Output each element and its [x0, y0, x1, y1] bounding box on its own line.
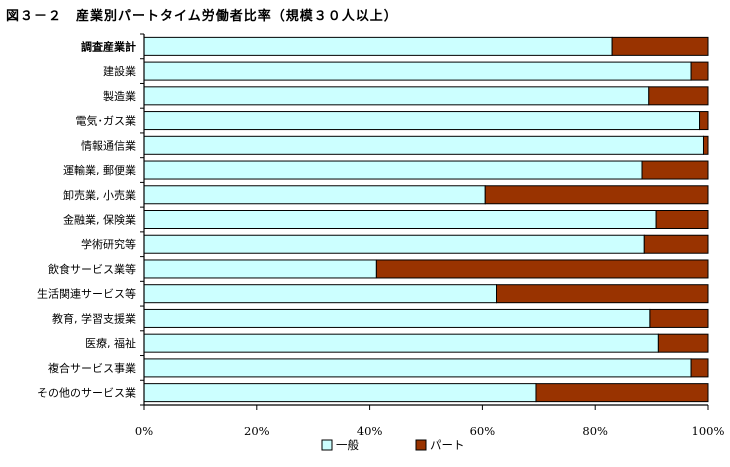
bar-ippan-9: [143, 259, 377, 279]
bar-ippan-10: [143, 284, 497, 304]
category-label: 情報通信業: [81, 139, 136, 152]
bar-part-1: [690, 61, 709, 81]
category-label: 飲食サービス業等: [48, 262, 136, 276]
bar-part-14: [535, 383, 709, 403]
category-label: 複合サービス事業: [48, 361, 136, 375]
bar-part-13: [690, 358, 709, 378]
bar-part-2: [648, 86, 709, 106]
bar-part-7: [655, 210, 709, 229]
category-label: 運輸業, 郵便業: [63, 163, 136, 177]
category-label: 製造業: [103, 89, 136, 103]
bar-part-6: [484, 185, 709, 205]
bar-part-12: [657, 333, 709, 353]
category-label: 生活関連サービス等: [37, 287, 136, 301]
bar-ippan-1: [143, 61, 692, 81]
category-label: 卸売業, 小売業: [63, 188, 136, 202]
bar-ippan-7: [143, 210, 657, 229]
legend-swatch-ippan: [321, 439, 333, 451]
category-label: 学術研究等: [81, 237, 136, 251]
bar-part-3: [699, 111, 709, 131]
bar-ippan-5: [143, 160, 643, 180]
x-tick-label: 40%: [357, 424, 383, 438]
legend-swatch-part: [415, 439, 427, 451]
legend-label: 一般: [336, 438, 359, 452]
bar-part-9: [375, 259, 709, 279]
category-label: 金融業, 保険業: [63, 213, 136, 227]
bar-part-8: [643, 234, 709, 254]
x-tick-label: 60%: [470, 424, 496, 438]
x-tick-label: 0%: [135, 424, 153, 438]
x-tick-label: 20%: [244, 424, 270, 438]
bar-ippan-2: [143, 86, 650, 106]
bar-ippan-6: [143, 185, 486, 205]
category-label: 電気･ガス業: [76, 114, 137, 128]
category-label: その他のサービス業: [37, 387, 136, 400]
legend-label: パート: [430, 438, 465, 452]
bar-ippan-12: [143, 333, 659, 353]
bar-ippan-13: [143, 358, 692, 378]
bar-part-4: [702, 135, 709, 155]
bar-ippan-14: [143, 383, 537, 403]
category-label: 建設業: [103, 64, 136, 78]
bar-ippan-11: [143, 308, 651, 328]
bar-part-0: [611, 36, 709, 56]
bar-ippan-0: [143, 36, 613, 56]
bar-part-10: [496, 284, 709, 304]
bar-part-5: [641, 160, 709, 180]
chart-title: 図３－２ 産業別パートタイム労働者比率（規模３０人以上）: [6, 9, 398, 24]
category-label: 調査産業計: [81, 39, 136, 53]
bar-ippan-8: [143, 234, 645, 254]
x-tick-label: 80%: [582, 424, 608, 438]
axis-layer: 0% 20% 40% 60% 80% 100%: [135, 33, 725, 438]
category-label: 教育, 学習支援業: [52, 311, 136, 325]
bars-layer: [143, 36, 709, 403]
x-tick-label: 100%: [692, 424, 725, 438]
bar-part-11: [649, 308, 709, 328]
category-label: 医療, 福祉: [85, 336, 136, 350]
bar-ippan-4: [143, 135, 704, 155]
bar-ippan-3: [143, 111, 701, 131]
legend: 一般 パート: [321, 438, 465, 452]
